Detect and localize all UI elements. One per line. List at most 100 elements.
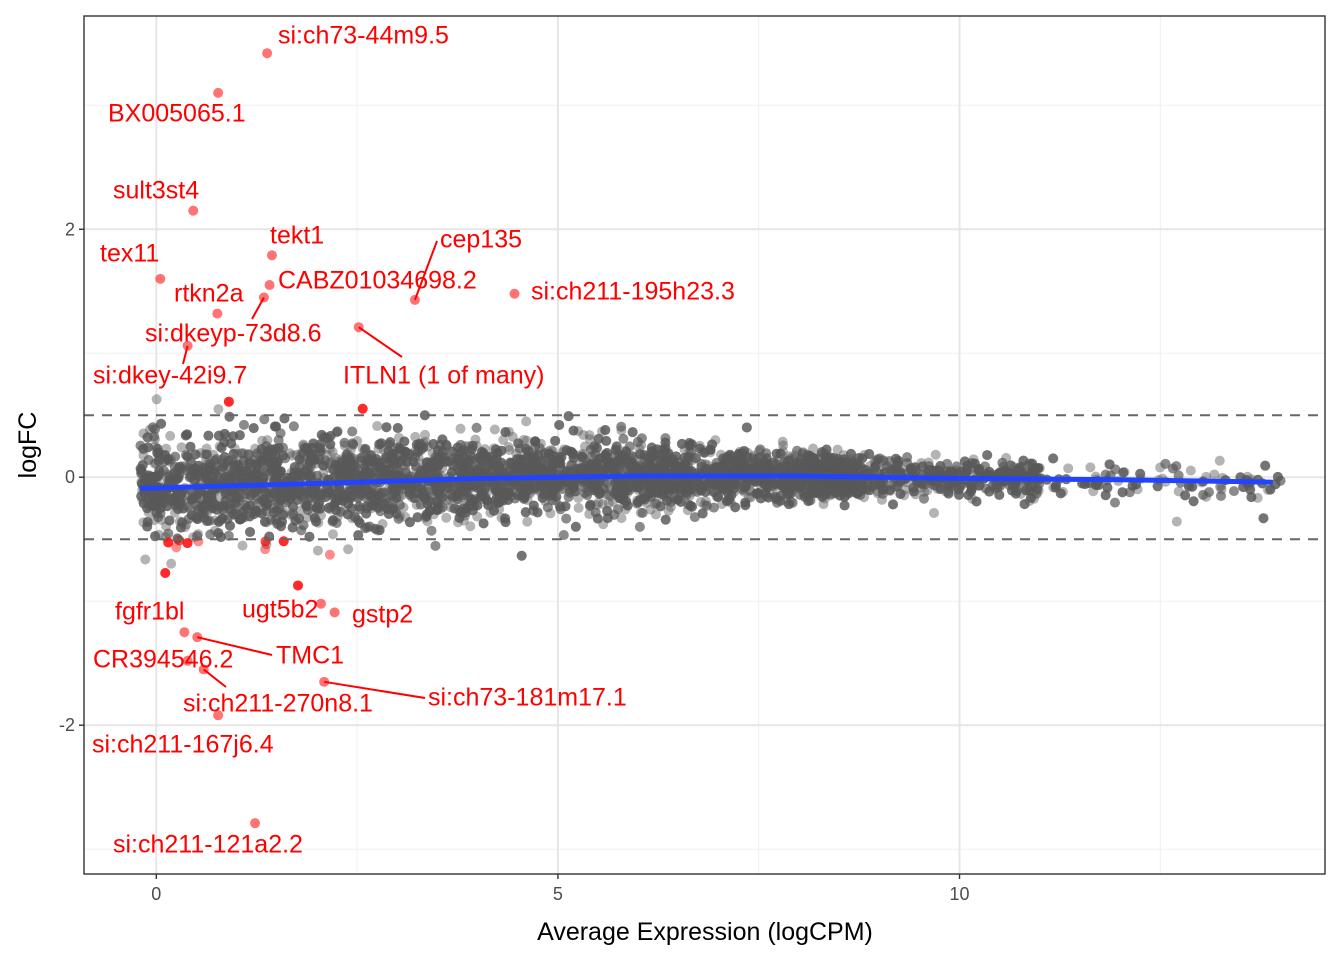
gene-point: [596, 426, 607, 437]
gene-point: [624, 479, 635, 490]
gene-point: [514, 459, 525, 470]
gene-point: [636, 439, 647, 450]
gene-point: [961, 463, 972, 474]
gene-point: [312, 489, 323, 500]
gene-point: [391, 481, 402, 492]
gene-point: [589, 477, 600, 488]
gene-point: [318, 468, 329, 479]
gene-point: [156, 492, 167, 503]
gene-point: [808, 482, 819, 493]
gene-point: [352, 435, 363, 446]
gene-point: [305, 493, 316, 504]
gene-point: [357, 488, 368, 499]
gene-point: [463, 485, 474, 496]
gene-point: [498, 434, 509, 445]
gene-point: [602, 478, 613, 489]
gene-point: [219, 458, 230, 469]
gene-point: [415, 484, 426, 495]
gene-point: [366, 503, 377, 514]
gene-point: [830, 460, 841, 471]
gene-point: [871, 455, 882, 466]
gene-point: [730, 479, 741, 490]
gene-point: [262, 435, 273, 446]
gene-point: [963, 465, 974, 476]
gene-point: [705, 447, 716, 458]
gene-point: [630, 464, 641, 475]
gene-point: [469, 482, 480, 493]
gene-point: [367, 482, 378, 493]
gene-point: [573, 492, 584, 503]
gene-point: [337, 495, 348, 506]
gene-point: [199, 509, 210, 520]
gene-point: [347, 513, 358, 524]
gene-point: [784, 488, 795, 499]
gene-point: [500, 481, 511, 492]
gene-point: [419, 463, 430, 474]
gene-point: [850, 461, 861, 472]
gene-point: [445, 502, 456, 513]
gene-point: [656, 458, 667, 469]
gene-point: [309, 442, 320, 453]
gene-point: [400, 511, 411, 522]
gene-point: [373, 465, 384, 476]
gene-point: [718, 464, 729, 475]
gene-point: [654, 463, 665, 474]
gene-point: [231, 457, 242, 468]
gene-point: [335, 465, 346, 476]
gene-point: [214, 516, 225, 527]
gene-point: [377, 519, 388, 530]
gene-point: [1088, 486, 1099, 497]
gene-point: [950, 481, 961, 492]
gene-point: [943, 486, 954, 497]
gene-point: [531, 459, 542, 470]
gene-point: [140, 554, 151, 565]
gene-point: [253, 498, 264, 509]
gene-point: [472, 453, 483, 464]
gene-point: [749, 454, 760, 465]
gene-point: [300, 489, 311, 500]
gene-point: [272, 499, 283, 510]
gene-point: [701, 480, 712, 491]
gene-point: [1025, 479, 1036, 490]
gene-point: [618, 482, 629, 493]
gene-point: [1171, 516, 1182, 527]
gene-point: [250, 485, 261, 496]
gene-point: [371, 458, 382, 469]
gene-point: [1015, 488, 1026, 499]
gene-point: [460, 441, 471, 452]
gene-point: [632, 495, 643, 506]
gene-point: [338, 493, 349, 504]
gene-point: [153, 503, 164, 514]
gene-point: [910, 489, 921, 500]
gene-point: [145, 498, 156, 509]
gene-point: [343, 544, 354, 555]
gene-point: [694, 440, 705, 451]
gene-point: [302, 496, 313, 507]
gene-point: [495, 489, 506, 500]
gene-point: [315, 503, 326, 514]
gene-point: [363, 467, 374, 478]
gene-point: [584, 430, 595, 441]
gene-point: [384, 469, 395, 480]
gene-point: [834, 463, 845, 474]
gene-point: [384, 464, 395, 475]
gene-point: [1214, 455, 1225, 466]
gene-point: [457, 481, 468, 492]
gene-point: [379, 471, 390, 482]
gene-point: [493, 466, 504, 477]
gene-point: [836, 480, 847, 491]
gene-point: [1001, 452, 1012, 463]
gene-point: [651, 486, 662, 497]
gene-point: [950, 465, 961, 476]
gene-point: [829, 477, 840, 488]
gene-point: [590, 462, 601, 473]
gene-point: [1013, 483, 1024, 494]
gene-point: [283, 495, 294, 506]
gene-point: [603, 489, 614, 500]
gene-point: [536, 479, 547, 490]
gene-point: [185, 505, 196, 516]
gene-point: [359, 469, 370, 480]
gene-point: [740, 478, 751, 489]
gene-point: [470, 434, 481, 445]
gene-point: [177, 488, 188, 499]
